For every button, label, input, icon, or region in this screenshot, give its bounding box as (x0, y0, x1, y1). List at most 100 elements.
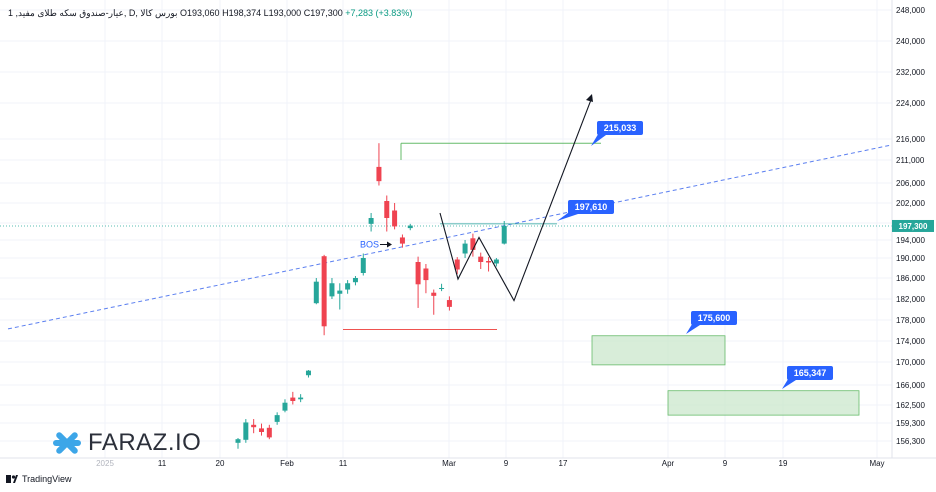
candle-body (478, 256, 484, 262)
callout-breakout-text: 197,610 (575, 202, 608, 212)
price-tick: 159,300 (896, 419, 925, 428)
candle-body (501, 225, 507, 244)
candle (360, 253, 366, 276)
candle-body (321, 256, 327, 327)
drawing-lines (0, 142, 893, 330)
price-tick: 206,000 (896, 179, 925, 188)
price-tick: 170,000 (896, 358, 925, 367)
tradingview-brand: TradingView (6, 474, 72, 484)
grid-lines (0, 0, 892, 458)
target-zones (591, 335, 860, 416)
price-tick: 182,000 (896, 295, 925, 304)
time-tick: 11 (158, 459, 167, 468)
candle (446, 296, 452, 311)
candle (352, 276, 358, 286)
candle (290, 391, 296, 405)
price-tick: 166,000 (896, 381, 925, 390)
candle (454, 257, 460, 274)
price-tick: 190,000 (896, 254, 925, 263)
tradingview-icon (6, 475, 18, 483)
candle-body (305, 370, 311, 376)
time-tick: 17 (559, 459, 568, 468)
candle (329, 278, 335, 299)
candle (439, 283, 445, 292)
candle-body (415, 262, 421, 285)
open-value: O193,060 (180, 8, 220, 18)
candle (486, 257, 492, 272)
candle-body (384, 201, 390, 218)
candle-body (360, 258, 366, 273)
callout-zone-1: 175,600 (686, 311, 737, 334)
symbol-header: 1 ,عیار-صندوق سکه طلای مفید, D, بورس کال… (8, 8, 412, 19)
candle-body (243, 422, 249, 440)
callout-zone-2-text: 165,347 (794, 368, 827, 378)
candle (282, 399, 288, 413)
callout-zone-2: 165,347 (782, 366, 833, 389)
candle-body (266, 427, 272, 438)
candle-body (329, 283, 335, 297)
candle (399, 234, 405, 248)
callout-target-high-box (597, 121, 643, 135)
candle (462, 240, 468, 258)
candle-body (290, 397, 296, 401)
callout-breakout-box (568, 200, 614, 214)
candle (305, 370, 311, 378)
price-tick: 174,000 (896, 337, 925, 346)
faraz-logo: FARAZ.IO (52, 428, 201, 458)
candle (235, 438, 241, 449)
callout-breakout: 197,610 (557, 200, 614, 221)
candle-body (392, 210, 398, 227)
price-tick: 162,500 (896, 401, 925, 410)
candle-body (352, 278, 358, 283)
candle (478, 252, 484, 269)
symbol-name: 1 ,عیار-صندوق سکه طلای مفید, D, بورس کال… (8, 8, 178, 18)
candles[interactable] (235, 143, 507, 449)
candle-body (345, 283, 351, 290)
price-tick: 224,000 (896, 99, 925, 108)
price-tick: 156,300 (896, 437, 925, 446)
candle (251, 419, 257, 434)
price-tick: 216,000 (896, 135, 925, 144)
price-axis[interactable]: 248,000 240,000 232,000 224,000 216,000 211,0… (891, 0, 934, 458)
candle (321, 254, 327, 336)
candle (313, 278, 319, 305)
time-tick: Feb (280, 459, 294, 468)
candle (407, 223, 413, 231)
candle-body (368, 218, 374, 224)
candle-body (462, 243, 468, 254)
drawings: BOS 215,033 197,610 175,600 165,347 (360, 94, 833, 389)
faraz-star-icon (53, 432, 81, 454)
candle (431, 289, 437, 315)
candle-body (407, 225, 413, 229)
candle-body (493, 259, 499, 264)
time-tick: Apr (662, 459, 675, 468)
logo-text: FARAZ.IO (88, 429, 202, 456)
candle-body (313, 281, 319, 304)
time-tick: 9 (504, 459, 509, 468)
candle (258, 423, 264, 436)
close-value: C197,300 (303, 8, 343, 18)
price-tick: 232,000 (896, 68, 925, 77)
candle-body (486, 261, 492, 263)
bos-label: BOS (360, 240, 379, 250)
projection-path (439, 96, 593, 302)
projection-arrowhead (586, 94, 593, 102)
tradingview-label: TradingView (22, 474, 72, 484)
callout-zone-1-text: 175,600 (698, 313, 731, 323)
time-tick: 20 (216, 459, 225, 468)
time-tick: 11 (339, 459, 348, 468)
time-tick: 2025 (96, 459, 114, 468)
price-tick: 248,000 (896, 6, 925, 15)
price-tick: 202,000 (896, 199, 925, 208)
price-tick: 211,000 (896, 156, 925, 165)
price-tick: 194,000 (896, 236, 925, 245)
candle-body (376, 166, 382, 182)
time-axis[interactable]: 2025 11 20 Feb 11 Mar 9 17 Apr 9 19 May (0, 457, 936, 468)
candle-body (258, 428, 264, 432)
candle (470, 233, 476, 257)
high-value: H198,374 (222, 8, 262, 18)
candle (337, 283, 343, 310)
current-price-text: 197,300 (899, 222, 928, 231)
candle (243, 419, 249, 443)
